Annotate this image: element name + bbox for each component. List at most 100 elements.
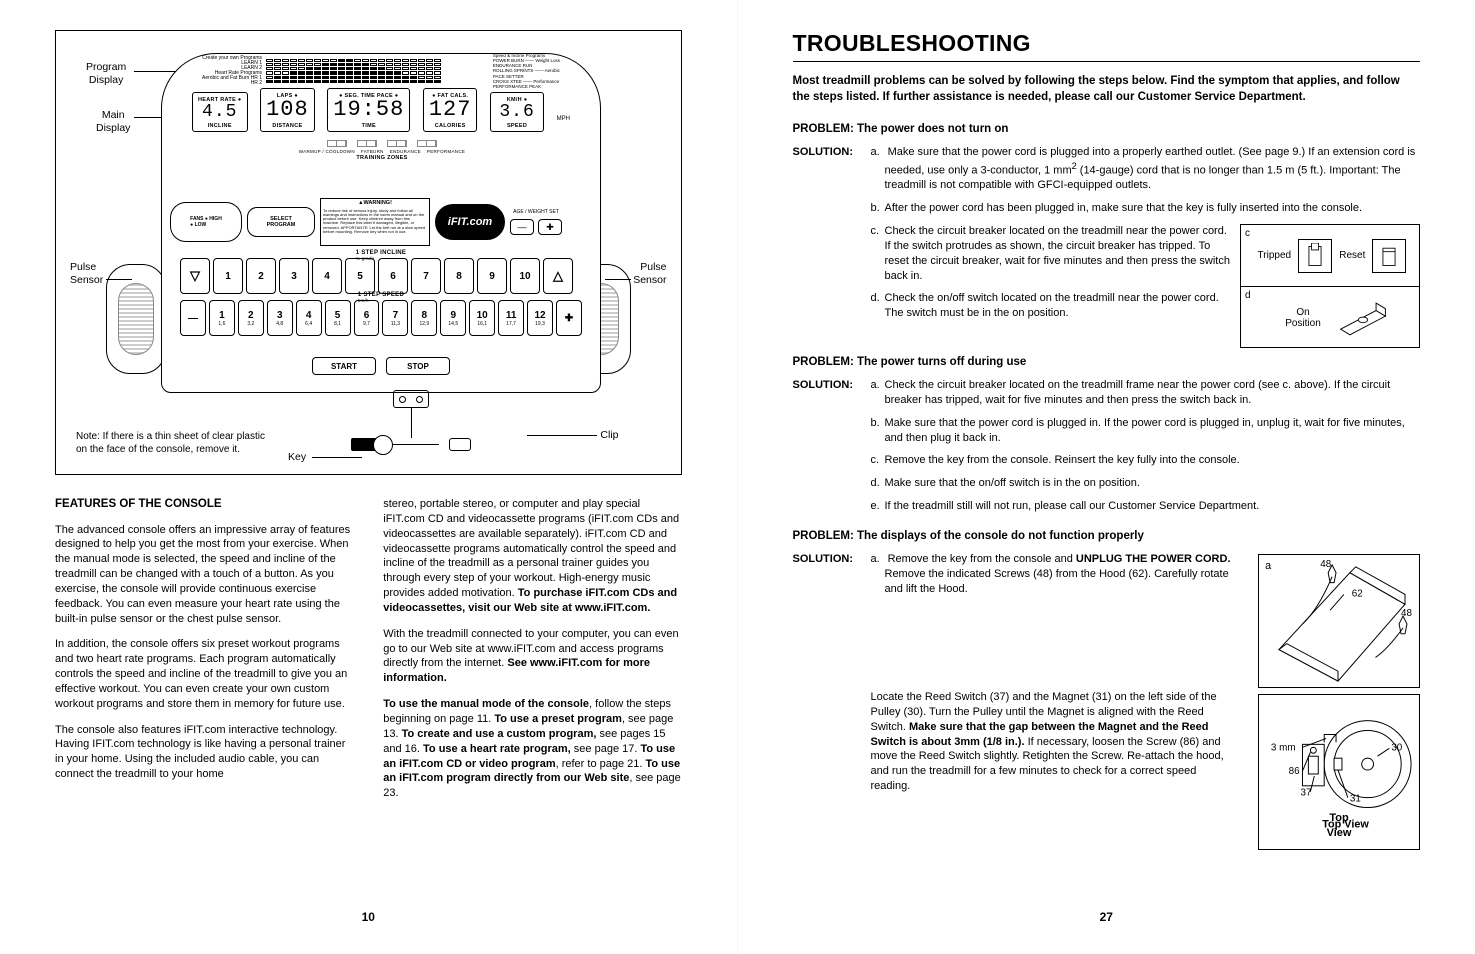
- solution-item: d.Make sure that the on/off switch is in…: [871, 476, 1421, 491]
- callout-pulse-right: Pulse Sensor: [631, 261, 668, 287]
- features-heading: FEATURES OF THE CONSOLE: [55, 497, 353, 513]
- console-chin: START STOP: [282, 346, 480, 386]
- speed-key[interactable]: 711,3: [382, 300, 408, 336]
- svg-text:31: 31: [1350, 794, 1361, 805]
- page-number: 27: [1100, 910, 1113, 924]
- display-speed: KM/H ● 3.6 SPEED: [490, 92, 544, 132]
- solution-label: SOLUTION:: [793, 378, 871, 522]
- incline-key[interactable]: 3: [279, 258, 309, 294]
- body-text: To use the manual mode of the console, f…: [383, 697, 681, 801]
- svg-text:30: 30: [1391, 742, 1402, 753]
- incline-key[interactable]: 9: [477, 258, 507, 294]
- ifit-badge: iFIT.com: [435, 204, 505, 240]
- figure-reed-switch: 3 mm 86 37 30 31 Top View Top View: [1258, 694, 1420, 850]
- incline-down-button[interactable]: ▽: [180, 258, 210, 294]
- body-text: With the treadmill connected to your com…: [383, 627, 681, 686]
- solution-item: a. Make sure that the power cord is plug…: [871, 145, 1421, 193]
- safety-clip-icon: [449, 438, 471, 451]
- body-text: In addition, the console offers six pres…: [55, 637, 353, 711]
- console-note: Note: If there is a thin sheet of clear …: [76, 430, 266, 456]
- speed-key[interactable]: 69,7: [354, 300, 380, 336]
- tripped-breaker-icon: [1298, 239, 1332, 273]
- age-weight-set: AGE / WEIGHT SET — ✚: [510, 209, 562, 235]
- training-zones: WARMUP / COOLDOWN FATBURN ENDURANCE PERF…: [272, 140, 492, 161]
- speed-down-button[interactable]: —: [180, 300, 206, 336]
- key-jack: [393, 390, 429, 408]
- svg-text:a: a: [1265, 560, 1272, 572]
- leader-line: [527, 435, 597, 436]
- stop-button[interactable]: STOP: [386, 357, 450, 375]
- safety-key-assembly: [296, 390, 526, 460]
- speed-keypad: 1 STEP SPEEDkm/h — 11,6 23,2 34,8 46,4 5…: [180, 300, 582, 336]
- svg-text:86: 86: [1289, 766, 1300, 777]
- svg-text:62: 62: [1352, 588, 1363, 599]
- callout-main-display: Main Display: [94, 109, 132, 135]
- speed-key[interactable]: 11,6: [209, 300, 235, 336]
- solution-item: b.Make sure that the power cord is plugg…: [871, 416, 1421, 446]
- start-button[interactable]: START: [312, 357, 376, 375]
- svg-text:37: 37: [1301, 788, 1312, 799]
- incline-key[interactable]: 5: [345, 258, 375, 294]
- solution-label: SOLUTION:: [793, 145, 871, 348]
- svg-text:48: 48: [1320, 559, 1331, 570]
- pulse-grip-left: [106, 264, 166, 374]
- display-incline: HEART RATE ● 4.5 INCLINE: [192, 92, 248, 132]
- speed-key[interactable]: 1016,1: [469, 300, 495, 336]
- body-text: The advanced console offers an impressiv…: [55, 523, 353, 627]
- incline-key[interactable]: 7: [411, 258, 441, 294]
- leader-line: [312, 457, 362, 458]
- program-strip: Create your own Programs LEARN 1 LEARN 2…: [202, 58, 560, 84]
- intro-text: Most treadmill problems can be solved by…: [793, 74, 1421, 105]
- select-program-button[interactable]: SELECT PROGRAM: [247, 207, 315, 237]
- manual-page-27: TROUBLESHOOTING Most treadmill problems …: [738, 0, 1475, 954]
- solution-label: SOLUTION:: [793, 552, 871, 688]
- incline-key[interactable]: 10: [510, 258, 540, 294]
- incline-key[interactable]: 1: [213, 258, 243, 294]
- speed-key[interactable]: 23,2: [238, 300, 264, 336]
- speed-key[interactable]: 914,5: [440, 300, 466, 336]
- speed-key[interactable]: 58,1: [325, 300, 351, 336]
- body-text: The console also features iFIT.com inter…: [55, 723, 353, 782]
- warning-label: ▲WARNING! To reduce risk of serious inju…: [320, 198, 430, 246]
- speed-key[interactable]: 34,8: [267, 300, 293, 336]
- safety-key-icon: [351, 438, 379, 451]
- speed-key[interactable]: 1219,3: [527, 300, 553, 336]
- console-panel: Create your own Programs LEARN 1 LEARN 2…: [161, 53, 601, 393]
- svg-text:3 mm: 3 mm: [1271, 742, 1296, 753]
- callout-pulse-left: Pulse Sensor: [68, 261, 105, 287]
- manual-page-10: Program Display Main Display Pulse Senso…: [0, 0, 738, 954]
- callout-clip: Clip: [598, 429, 620, 442]
- solution-item: e.If the treadmill still will not run, p…: [871, 499, 1421, 514]
- solution-item: b.After the power cord has been plugged …: [871, 201, 1421, 216]
- mid-control-band: FANS ● HIGH ● LOW SELECT PROGRAM ▲WARNIN…: [170, 194, 592, 250]
- program-matrix: [266, 59, 489, 83]
- problem-heading: PROBLEM: The displays of the console do …: [793, 530, 1421, 542]
- display-time: ● SEG. TIME PACE ● 19:58 TIME: [327, 88, 410, 132]
- speed-key[interactable]: 812,9: [411, 300, 437, 336]
- display-distance: LAPS ● 108 DISTANCE: [260, 88, 315, 132]
- problem-heading: PROBLEM: The power does not turn on: [793, 123, 1421, 135]
- problem-heading: PROBLEM: The power turns off during use: [793, 356, 1421, 368]
- display-calories: ● FAT CALS. 127 CALORIES: [423, 88, 478, 132]
- mph-label: MPH: [557, 116, 570, 132]
- incline-key[interactable]: 8: [444, 258, 474, 294]
- age-minus-button[interactable]: —: [510, 219, 534, 235]
- incline-up-button[interactable]: △: [543, 258, 573, 294]
- features-body: FEATURES OF THE CONSOLE The advanced con…: [55, 497, 682, 812]
- age-plus-button[interactable]: ✚: [538, 219, 562, 235]
- figure-hood: a 48 48 62: [1258, 554, 1420, 688]
- speed-up-button[interactable]: ✚: [556, 300, 582, 336]
- figure-breaker-switch: c d Tripped Reset On Position: [1240, 224, 1420, 348]
- fans-button[interactable]: FANS ● HIGH ● LOW: [170, 202, 242, 242]
- solution-item: a.Check the circuit breaker located on t…: [871, 378, 1421, 408]
- body-text: stereo, portable stereo, or computer and…: [383, 497, 681, 616]
- incline-key[interactable]: 2: [246, 258, 276, 294]
- incline-key[interactable]: 4: [312, 258, 342, 294]
- speed-key[interactable]: 1117,7: [498, 300, 524, 336]
- incline-key[interactable]: 6: [378, 258, 408, 294]
- page-title: TROUBLESHOOTING: [793, 30, 1421, 57]
- top-view-label: Top View: [1259, 811, 1419, 841]
- callout-key: Key: [286, 451, 308, 464]
- speed-key[interactable]: 46,4: [296, 300, 322, 336]
- solution-paragraph: Locate the Reed Switch (37) and the Magn…: [871, 690, 1239, 794]
